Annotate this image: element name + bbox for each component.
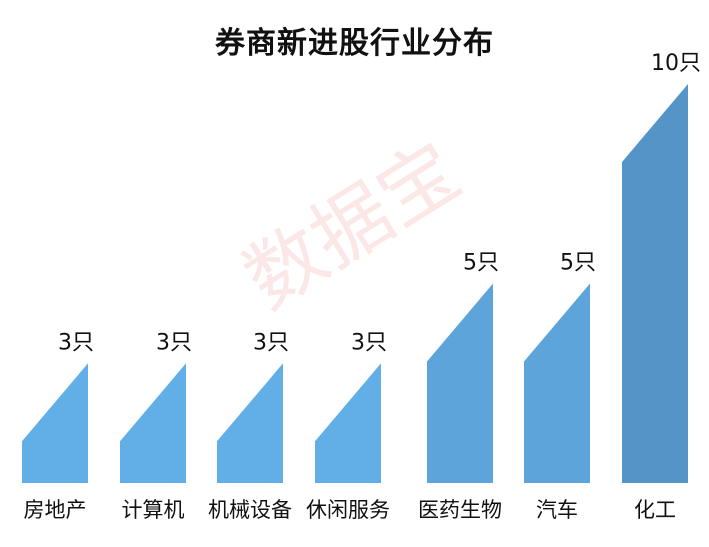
bar-计算机 [120,363,186,483]
data-label-计算机: 3只 [156,330,192,355]
data-label-机械设备: 3只 [253,330,289,355]
category-label-化工: 化工 [634,498,676,522]
category-label-休闲服务: 休闲服务 [306,498,390,522]
bar-医药生物 [427,283,493,483]
data-label-汽车: 5只 [560,251,596,276]
data-label-医药生物: 5只 [463,251,499,276]
category-label-机械设备: 机械设备 [208,498,292,522]
bar-汽车 [524,283,590,483]
data-label-化工: 10只 [651,51,701,76]
bar-休闲服务 [315,363,381,483]
bar-房地产 [22,363,88,483]
bar-机械设备 [217,363,283,483]
chart-title: 券商新进股行业分布 [215,26,494,61]
data-label-房地产: 3只 [58,330,94,355]
category-label-医药生物: 医药生物 [418,498,502,522]
category-label-汽车: 汽车 [536,498,578,522]
category-label-计算机: 计算机 [122,498,185,522]
bar-化工 [622,84,688,483]
category-label-房地产: 房地产 [24,498,87,522]
data-label-休闲服务: 3只 [351,330,387,355]
